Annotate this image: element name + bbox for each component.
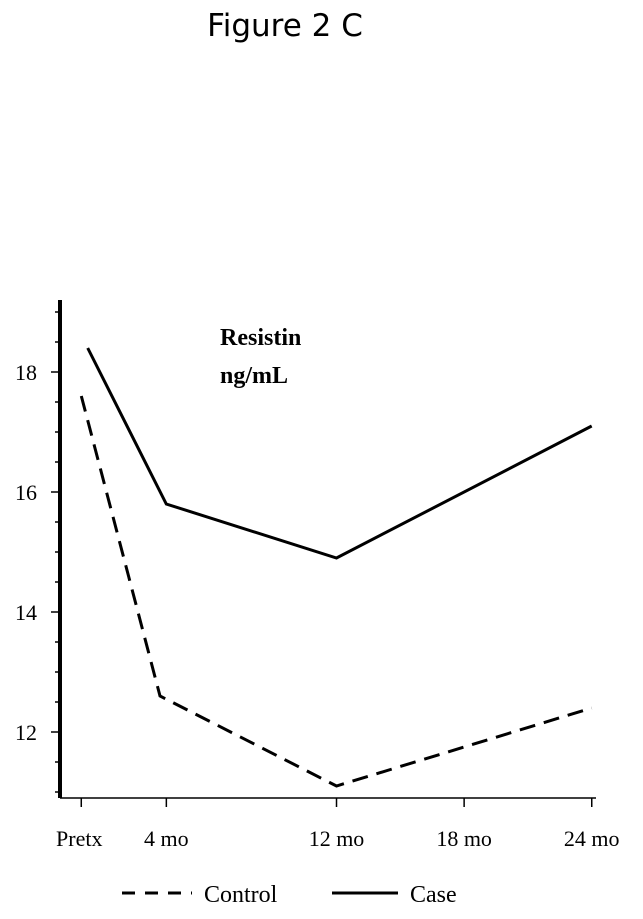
- chart-annotation: Resistin ng/mL: [220, 325, 301, 389]
- series-line-control: [79, 395, 593, 788]
- x-tick-label: 4 mo: [144, 826, 189, 851]
- x-tick-label: Pretx: [56, 826, 102, 851]
- legend: Control Case: [122, 882, 457, 908]
- x-tick-label: 12 mo: [309, 826, 365, 851]
- figure-title: Figure 2 C: [207, 8, 363, 44]
- x-axis: Pretx 4 mo 12 mo 18 mo 24 mo: [56, 797, 620, 851]
- x-tick-label: 18 mo: [436, 826, 492, 851]
- y-tick-label: 12: [15, 720, 37, 745]
- legend-label-control: Control: [204, 882, 278, 908]
- series-lines: [79, 347, 593, 788]
- annotation-line: ng/mL: [220, 363, 288, 389]
- y-axis: 12 14 16 18: [15, 300, 62, 798]
- y-tick-label: 14: [15, 600, 37, 625]
- y-tick-label: 16: [15, 480, 37, 505]
- x-tick-label: 24 mo: [564, 826, 620, 851]
- annotation-line: Resistin: [220, 325, 301, 351]
- y-tick-label: 18: [15, 360, 37, 385]
- legend-label-case: Case: [410, 882, 457, 908]
- series-line-case: [86, 347, 593, 560]
